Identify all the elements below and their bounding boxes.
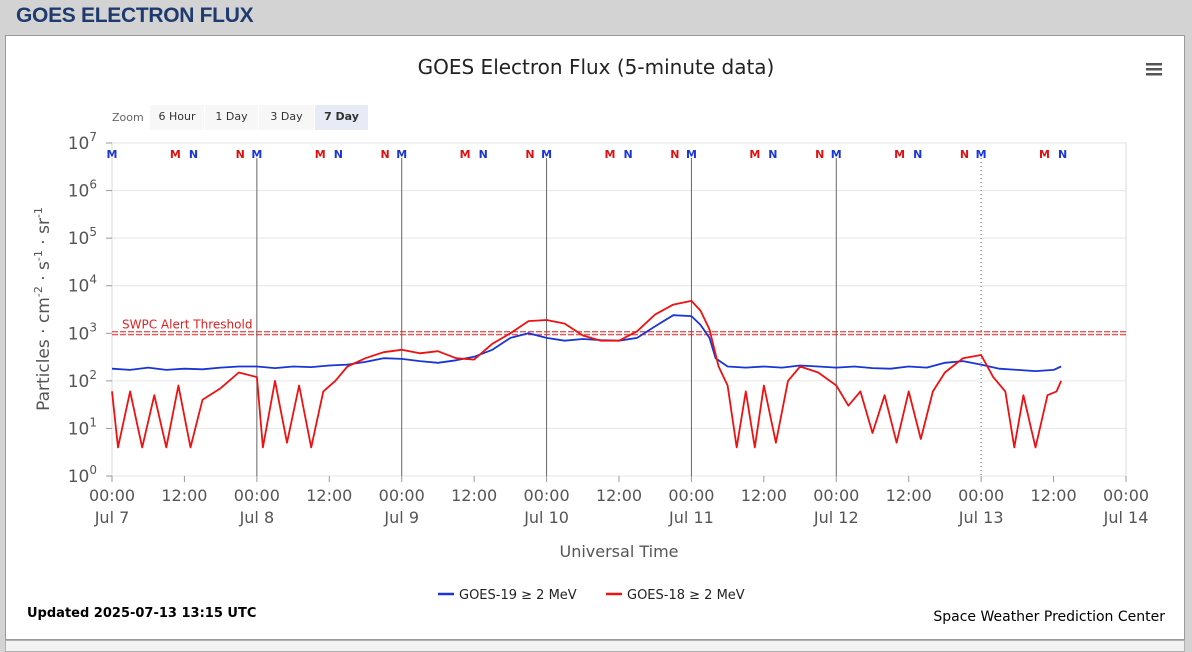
zoom-buttons: 6 Hour 1 Day 3 Day 7 Day (150, 105, 368, 130)
x-tick-label: 12:00 (161, 486, 207, 505)
zoom-button-bg (150, 105, 204, 130)
plot-area (111, 142, 1127, 477)
zoom-label: Zoom (112, 111, 144, 124)
satellite-marker-m: M (976, 148, 987, 161)
zoom-6-hour-button[interactable]: 6 Hour (150, 105, 204, 130)
page-title: GOES ELECTRON FLUX (16, 4, 254, 27)
x-tick-label: 12:00 (451, 486, 497, 505)
x-tick-date: Jul 14 (1103, 508, 1149, 527)
x-tick-label: 00:00 (234, 486, 280, 505)
x-axis-label: Universal Time (559, 542, 678, 561)
x-tick-date: Jul 13 (958, 508, 1004, 527)
x-tick-label: 00:00 (379, 486, 425, 505)
zoom-button-bg (315, 105, 368, 130)
zoom-button-label: 1 Day (215, 110, 248, 123)
x-tick-label: 00:00 (1103, 486, 1149, 505)
satellite-marker-m: M (604, 148, 615, 161)
satellite-marker-m: M (170, 148, 181, 161)
satellite-marker-m: M (315, 148, 326, 161)
x-tick-label: 00:00 (668, 486, 714, 505)
zoom-button-label: 6 Hour (159, 110, 196, 123)
y-tick-label: 101 (68, 415, 97, 439)
satellite-marker-m: M (107, 148, 118, 161)
legend-label: GOES-19 ≥ 2 MeV (459, 588, 577, 603)
satellite-marker-m: M (460, 148, 471, 161)
x-tick-date: Jul 8 (239, 508, 275, 527)
legend-label: GOES-18 ≥ 2 MeV (627, 588, 745, 603)
satellite-marker-n: N (189, 148, 198, 161)
satellite-marker-n: N (768, 148, 777, 161)
satellite-marker-n: N (670, 148, 679, 161)
satellite-marker-m: M (831, 148, 842, 161)
satellite-marker-n: N (525, 148, 534, 161)
x-tick-label: 12:00 (306, 486, 352, 505)
satellite-marker-m: M (749, 148, 760, 161)
y-axis-ticks: 100 101 102 103 104 105 106 107 (68, 130, 112, 487)
zoom-button-bg (205, 105, 258, 130)
bottom-strip (5, 640, 1185, 652)
satellite-marker-n: N (1058, 148, 1067, 161)
zoom-button-label: 7 Day (324, 110, 359, 123)
satellite-marker-n: N (479, 148, 488, 161)
series-line-goes-18 (111, 299, 1062, 449)
credit-label: Space Weather Prediction Center (933, 609, 1165, 625)
x-tick-label: 00:00 (89, 486, 135, 505)
y-tick-label: 104 (68, 273, 97, 297)
x-tick-label: 00:00 (958, 486, 1004, 505)
x-tick-date: Jul 12 (813, 508, 859, 527)
satellite-marker-n: N (815, 148, 824, 161)
zoom-3-day-button[interactable]: 3 Day (259, 105, 314, 130)
x-tick-date: Jul 7 (94, 508, 130, 527)
page-header: GOES ELECTRON FLUX (0, 0, 1192, 34)
x-tick-date: Jul 10 (523, 508, 569, 527)
x-tick-date: Jul 11 (668, 508, 714, 527)
series-lines (111, 299, 1062, 449)
x-tick-label: 12:00 (596, 486, 642, 505)
chart-title: GOES Electron Flux (5-minute data) (418, 55, 775, 79)
x-tick-label: 12:00 (1031, 486, 1077, 505)
satellite-marker-n: N (236, 148, 245, 161)
satellite-marker-n: N (381, 148, 390, 161)
x-axis-ticks: 00:00 Jul 7 12:00 00:00 Jul 8 12:00 00:00 Jul 9… (89, 476, 1149, 527)
electron-flux-chart: GOES Electron Flux (5-minute data) Zoom … (27, 55, 1167, 625)
day-lines (256, 158, 982, 476)
satellite-marker-n: N (913, 148, 922, 161)
satellite-marker-m: M (1039, 148, 1050, 161)
satellite-marker-m: M (686, 148, 697, 161)
zoom-button-bg (259, 105, 314, 130)
alert-threshold: SWPC Alert Threshold (112, 317, 1126, 336)
x-tick-label: 12:00 (741, 486, 787, 505)
satellite-marker-n: N (960, 148, 969, 161)
updated-timestamp: Updated 2025-07-13 13:15 UTC (27, 606, 256, 621)
satellite-marker-m: M (396, 148, 407, 161)
legend: GOES-19 ≥ 2 MeV GOES-18 ≥ 2 MeV (438, 588, 745, 603)
y-tick-label: 107 (68, 130, 97, 154)
hamburger-menu-icon[interactable] (1141, 56, 1167, 80)
legend-item-goes-18[interactable]: GOES-18 ≥ 2 MeV (606, 588, 745, 603)
chart-panel: GOES Electron Flux (5-minute data) Zoom … (5, 35, 1185, 640)
threshold-label: SWPC Alert Threshold (122, 317, 252, 331)
zoom-button-label: 3 Day (270, 110, 303, 123)
x-tick-label: 12:00 (886, 486, 932, 505)
satellite-marker-n: N (623, 148, 632, 161)
zoom-1-day-button[interactable]: 1 Day (205, 105, 258, 130)
satellite-marker-m: M (894, 148, 905, 161)
zoom-7-day-button[interactable]: 7 Day (315, 105, 368, 130)
y-tick-label: 105 (68, 225, 97, 249)
satellite-marker-n: N (334, 148, 343, 161)
y-tick-label: 100 (68, 463, 97, 487)
satellite-marker-m: M (541, 148, 552, 161)
x-tick-label: 00:00 (524, 486, 570, 505)
y-tick-label: 106 (68, 178, 97, 202)
x-tick-date: Jul 9 (383, 508, 419, 527)
y-tick-label: 103 (68, 320, 97, 344)
legend-item-goes-19[interactable]: GOES-19 ≥ 2 MeV (438, 588, 577, 603)
y-axis-label: Particles · cm-2 · s-1 · sr-1 (32, 207, 54, 411)
satellite-marker-m: M (251, 148, 262, 161)
y-tick-label: 102 (68, 368, 97, 392)
x-tick-label: 00:00 (813, 486, 859, 505)
